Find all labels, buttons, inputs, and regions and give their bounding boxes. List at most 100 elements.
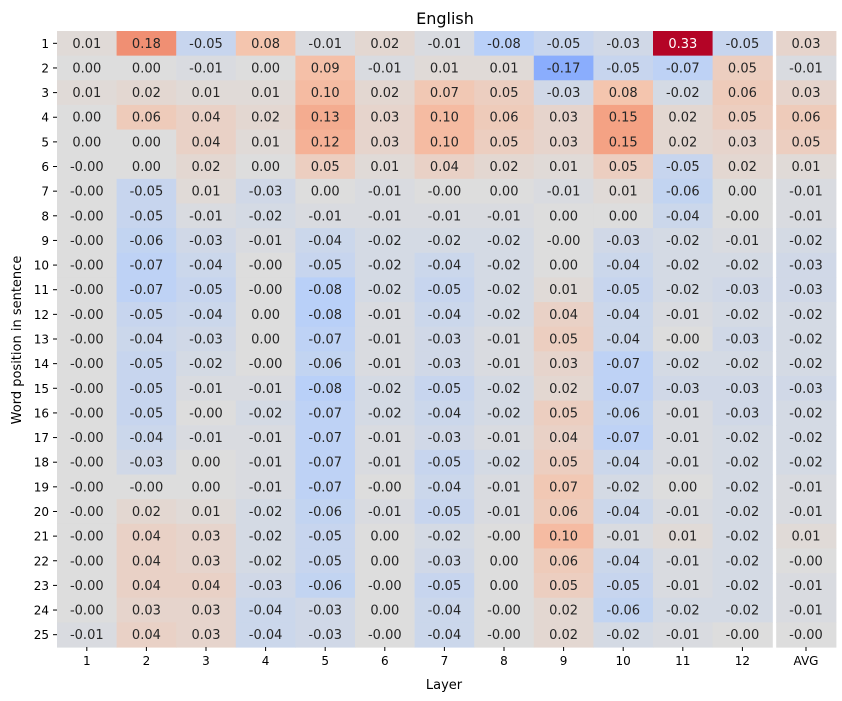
- heatmap-cell: [533, 400, 594, 426]
- heatmap-cell: [414, 80, 475, 106]
- cell-value-label: -0.00: [70, 530, 104, 545]
- heatmap-cell: [414, 326, 475, 352]
- heatmap-cell: [653, 573, 714, 599]
- heatmap-cell: [776, 622, 837, 648]
- heatmap-cell: [712, 375, 773, 402]
- cell-value-label: -0.03: [666, 382, 700, 397]
- heatmap-cell: [653, 474, 714, 500]
- heatmap-cell: [712, 573, 773, 599]
- cell-value-label: -0.00: [547, 234, 581, 249]
- cell-value-label: -0.02: [368, 259, 402, 274]
- cell-value-label: -0.00: [726, 209, 760, 224]
- cell-value-label: -0.05: [666, 160, 700, 175]
- heatmap-cell: [712, 400, 773, 426]
- cell-value-label: 0.00: [311, 185, 340, 200]
- heatmap-cell: [414, 277, 475, 303]
- heatmap-cell: [57, 548, 118, 574]
- heatmap-cell: [712, 80, 773, 106]
- heatmap-cell: [533, 277, 594, 303]
- cell-value-label: 0.04: [549, 308, 578, 323]
- y-tick-label: 12: [34, 308, 49, 322]
- heatmap-cell: [116, 548, 177, 574]
- heatmap-cell: [593, 277, 654, 303]
- y-tick-label: 3: [41, 86, 49, 100]
- heatmap-cell: [116, 425, 177, 451]
- y-axis: 1234567891011121314151617181920212223242…: [34, 37, 57, 642]
- cell-value-label: 0.05: [490, 86, 519, 101]
- heatmap-cell: [712, 499, 773, 525]
- heatmap-cell: [295, 573, 356, 599]
- y-tick-label: 17: [34, 431, 49, 445]
- cell-value-label: 0.03: [192, 628, 221, 643]
- heatmap-cell: [593, 622, 654, 648]
- cell-value-label: -0.00: [70, 431, 104, 446]
- heatmap-cell: [355, 252, 416, 278]
- y-tick-label: 25: [34, 628, 49, 642]
- cell-value-label: -0.00: [666, 333, 700, 348]
- cell-value-label: -0.02: [487, 234, 521, 249]
- cell-value-label: -0.04: [308, 234, 342, 249]
- heatmap-cell: [414, 622, 475, 648]
- cell-value-label: -0.07: [308, 333, 342, 348]
- cell-value-label: 0.02: [370, 37, 399, 52]
- cell-value-label: -0.04: [428, 308, 462, 323]
- heatmap-cell: [474, 104, 535, 131]
- cell-value-label: -0.05: [428, 456, 462, 471]
- heatmap-cell: [176, 80, 237, 106]
- heatmap-cell: [593, 351, 654, 377]
- cell-value-label: 0.10: [311, 86, 340, 101]
- heatmap-cell: [593, 80, 654, 106]
- cell-value-label: -0.02: [428, 530, 462, 545]
- x-tick-label: 2: [143, 654, 151, 668]
- cell-value-label: -0.06: [308, 579, 342, 594]
- cell-value-label: -0.02: [368, 406, 402, 421]
- cell-value-label: -0.02: [368, 382, 402, 397]
- cell-value-label: 0.06: [132, 111, 161, 126]
- heatmap-cell: [474, 326, 535, 352]
- heatmap-cell: [235, 548, 296, 574]
- heatmap-cell: [235, 252, 296, 278]
- heatmap-cell: [235, 425, 296, 451]
- heatmap-cell: [712, 129, 773, 155]
- heatmap-cell: [474, 548, 535, 574]
- heatmap-cell: [533, 499, 594, 525]
- heatmap-cell: [474, 203, 535, 229]
- cell-value-label: 0.01: [430, 61, 459, 76]
- cell-value-label: -0.05: [130, 382, 164, 397]
- heatmap-cell: [533, 252, 594, 278]
- heatmap-cell: [116, 523, 177, 550]
- cell-value-label: -0.01: [428, 37, 462, 52]
- heatmap-cell: [295, 449, 356, 476]
- cell-value-label: -0.01: [189, 382, 223, 397]
- heatmap-cell: [474, 597, 535, 623]
- cell-value-label: -0.02: [726, 431, 760, 446]
- cell-value-label: 0.01: [251, 135, 280, 150]
- heatmap-cell: [653, 351, 714, 377]
- heatmap-cell: [57, 474, 118, 500]
- cell-value-label: -0.00: [70, 209, 104, 224]
- cell-value-label: -0.05: [606, 283, 640, 298]
- heatmap-cell: [712, 523, 773, 550]
- heatmap-cell: [355, 31, 416, 57]
- cell-value-label: -0.01: [189, 431, 223, 446]
- heatmap-cell: [712, 548, 773, 574]
- heatmap-cell: [116, 203, 177, 229]
- heatmap-cell: [116, 277, 177, 303]
- cell-value-label: -0.02: [487, 308, 521, 323]
- cell-value-label: -0.01: [487, 209, 521, 224]
- heatmap-cell: [533, 425, 594, 451]
- cell-value-label: 0.15: [609, 135, 638, 150]
- cell-value-label: 0.05: [549, 456, 578, 471]
- cell-value-label: 0.04: [192, 579, 221, 594]
- heatmap-cell: [176, 277, 237, 303]
- cell-value-label: -0.06: [308, 505, 342, 520]
- heatmap-cell: [533, 548, 594, 574]
- cell-value-label: 0.13: [311, 111, 340, 126]
- cell-value-label: -0.02: [726, 554, 760, 569]
- heatmap-cell: [116, 622, 177, 648]
- heatmap-cell: [533, 597, 594, 623]
- heatmap-cell: [533, 375, 594, 402]
- heatmap-cell: [712, 277, 773, 303]
- heatmap-cell: [474, 302, 535, 328]
- cell-value-label: -0.05: [726, 37, 760, 52]
